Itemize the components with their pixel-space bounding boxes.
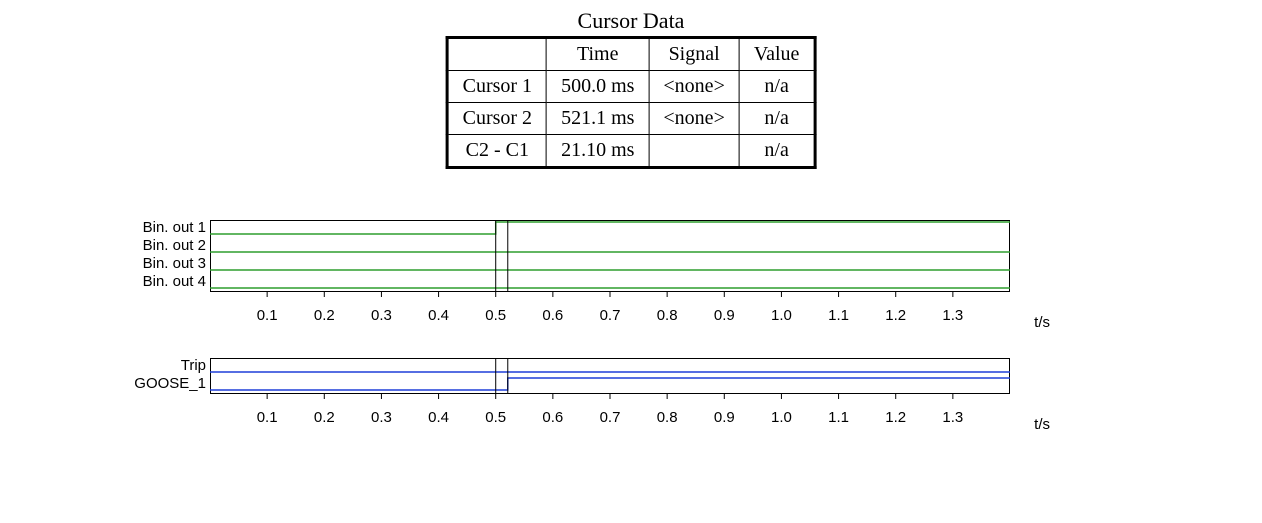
table-header-cell: Signal <box>649 38 739 71</box>
chart-panel: TripGOOSE_10.10.20.30.40.50.60.70.80.91.… <box>210 358 1010 430</box>
x-tick-label: 1.1 <box>828 307 849 324</box>
table-row: Cursor 2521.1 ms<none>n/a <box>447 103 815 135</box>
signal-trace <box>210 222 1010 234</box>
x-tick-label: 0.4 <box>428 409 449 426</box>
table-cell: n/a <box>739 135 815 168</box>
signal-label: GOOSE_1 <box>134 376 206 394</box>
x-tick-label: 0.6 <box>542 409 563 426</box>
x-tick-label: 1.3 <box>942 307 963 324</box>
signal-label: Bin. out 1 <box>143 220 206 238</box>
table-header-cell: Time <box>547 38 649 71</box>
x-tick-label: 0.3 <box>371 409 392 426</box>
table-cell: 521.1 ms <box>547 103 649 135</box>
x-tick-label: 0.6 <box>542 307 563 324</box>
table-cell: 500.0 ms <box>547 71 649 103</box>
signal-label: Bin. out 4 <box>143 274 206 292</box>
x-tick-label: 0.4 <box>428 307 449 324</box>
table-header-cell: Value <box>739 38 815 71</box>
chart-svg <box>210 358 1010 400</box>
x-tick-label: 0.5 <box>485 307 506 324</box>
cursor-data-table: TimeSignalValue Cursor 1500.0 ms<none>n/… <box>446 36 817 169</box>
signal-labels: Bin. out 1Bin. out 2Bin. out 3Bin. out 4 <box>143 220 210 292</box>
signal-label: Bin. out 2 <box>143 238 206 256</box>
x-tick-label: 1.1 <box>828 409 849 426</box>
table-cell: <none> <box>649 103 739 135</box>
table-cell: Cursor 2 <box>447 103 546 135</box>
signal-trace <box>210 378 1010 390</box>
table-cell: <none> <box>649 71 739 103</box>
table-cell: 21.10 ms <box>547 135 649 168</box>
x-tick-label: 0.8 <box>657 307 678 324</box>
x-axis: 0.10.20.30.40.50.60.70.80.91.01.11.21.3t… <box>210 298 1010 328</box>
x-tick-label: 0.1 <box>257 409 278 426</box>
x-tick-label: 0.7 <box>600 307 621 324</box>
signal-label: Trip <box>134 358 206 376</box>
x-tick-label: 0.2 <box>314 307 335 324</box>
signal-labels: TripGOOSE_1 <box>134 358 210 394</box>
x-axis-unit: t/s <box>1034 314 1050 331</box>
cursor-data-table-wrap: Cursor Data TimeSignalValue Cursor 1500.… <box>446 8 817 169</box>
x-tick-label: 1.0 <box>771 307 792 324</box>
table-cell: Cursor 1 <box>447 71 546 103</box>
chart-area: Bin. out 1Bin. out 2Bin. out 3Bin. out 4… <box>210 220 1010 460</box>
table-cell: C2 - C1 <box>447 135 546 168</box>
x-tick-label: 0.8 <box>657 409 678 426</box>
table-cell <box>649 135 739 168</box>
table-header-cell <box>447 38 546 71</box>
table-row: C2 - C121.10 ms n/a <box>447 135 815 168</box>
table-row: Cursor 1500.0 ms<none>n/a <box>447 71 815 103</box>
x-tick-label: 0.5 <box>485 409 506 426</box>
x-tick-label: 0.9 <box>714 307 735 324</box>
x-tick-label: 1.2 <box>885 307 906 324</box>
signal-label: Bin. out 3 <box>143 256 206 274</box>
chart-svg <box>210 220 1010 298</box>
x-tick-label: 0.9 <box>714 409 735 426</box>
table-cell: n/a <box>739 71 815 103</box>
x-tick-label: 0.3 <box>371 307 392 324</box>
x-tick-label: 1.2 <box>885 409 906 426</box>
x-tick-label: 0.7 <box>600 409 621 426</box>
x-axis-unit: t/s <box>1034 416 1050 433</box>
table-cell: n/a <box>739 103 815 135</box>
x-tick-label: 1.0 <box>771 409 792 426</box>
x-axis: 0.10.20.30.40.50.60.70.80.91.01.11.21.3t… <box>210 400 1010 430</box>
table-title: Cursor Data <box>446 8 817 34</box>
x-tick-label: 1.3 <box>942 409 963 426</box>
x-tick-label: 0.2 <box>314 409 335 426</box>
chart-panel: Bin. out 1Bin. out 2Bin. out 3Bin. out 4… <box>210 220 1010 328</box>
x-tick-label: 0.1 <box>257 307 278 324</box>
